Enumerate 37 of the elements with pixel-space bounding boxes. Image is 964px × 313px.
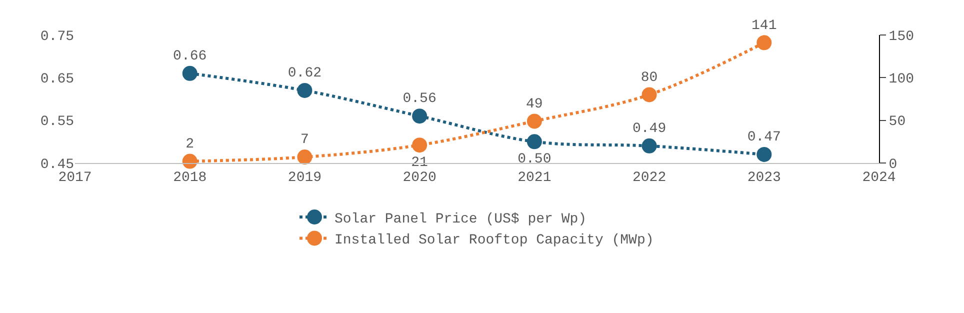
x-tick-label: 2022: [632, 170, 666, 186]
x-tick-label: 2023: [747, 170, 781, 186]
data-label: 0.56: [402, 91, 436, 108]
legend-label: Installed Solar Rooftop Capacity (MWp): [334, 232, 654, 249]
data-label: 0.49: [632, 121, 666, 138]
x-tick-label: 2018: [173, 170, 207, 186]
point: [642, 87, 657, 102]
data-label: 141: [752, 18, 777, 34]
point: [526, 114, 542, 129]
y2-tick-label: 150: [888, 28, 914, 45]
point: [642, 138, 657, 154]
data-label: 0.47: [747, 130, 781, 146]
data-label: 0.66: [173, 48, 207, 65]
x-tick-label: 2019: [288, 170, 322, 186]
y-tick-label: 0.65: [40, 72, 74, 88]
y2-tick-label: 100: [888, 72, 914, 88]
point: [297, 150, 312, 165]
point: [412, 138, 428, 153]
x-tick-label: 2021: [518, 170, 552, 186]
point: [412, 108, 428, 124]
point: [756, 146, 772, 162]
y2-tick-label: 50: [888, 114, 906, 130]
data-label: 2: [186, 136, 194, 152]
point: [182, 154, 198, 169]
data-label: 7: [300, 132, 309, 148]
data-label: 80: [640, 70, 658, 86]
data-label: 49: [526, 96, 543, 112]
y-tick-label: 0.75: [40, 28, 74, 45]
point: [182, 66, 198, 81]
point: [756, 35, 772, 50]
data-label: 0.62: [288, 66, 322, 82]
legend-label: Solar Panel Price (US$ per Wp): [334, 211, 587, 228]
x-tick-label: 2020: [402, 170, 436, 186]
y-tick-label: 0.55: [40, 114, 74, 130]
point: [526, 134, 542, 150]
data-label: 0.50: [518, 152, 552, 168]
point: [297, 82, 312, 98]
